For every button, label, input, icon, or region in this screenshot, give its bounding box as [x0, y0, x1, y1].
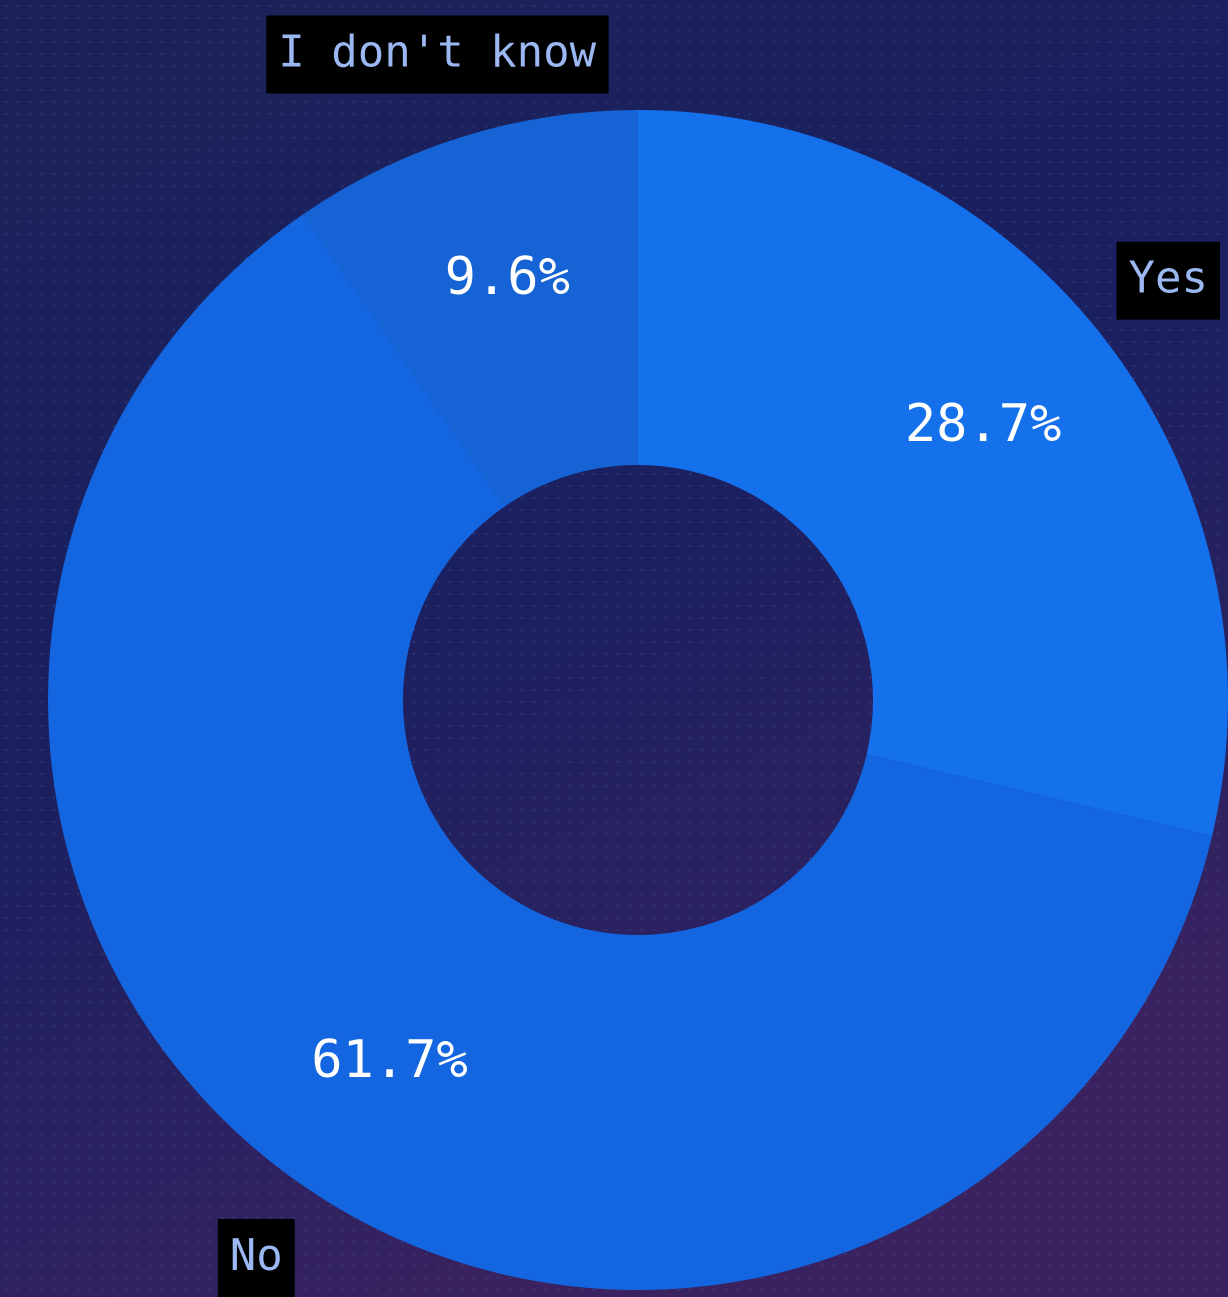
chart: 28.7% Yes 61.7% No 9.6% I don't know — [0, 0, 1228, 1297]
category-label-text: Yes — [1128, 253, 1207, 304]
value-label: 9.6% — [445, 247, 570, 307]
category-label-text: I don't know — [278, 27, 596, 78]
category-label: No — [218, 1219, 295, 1297]
category-label-text: No — [230, 1230, 283, 1281]
category-label: Yes — [1116, 242, 1219, 320]
value-label: 28.7% — [905, 394, 1062, 454]
value-label: 61.7% — [311, 1030, 468, 1090]
category-label: I don't know — [266, 16, 608, 94]
page: 28.7%Yes61.7%No9.6%I don't know (() => {… — [0, 0, 1228, 1297]
